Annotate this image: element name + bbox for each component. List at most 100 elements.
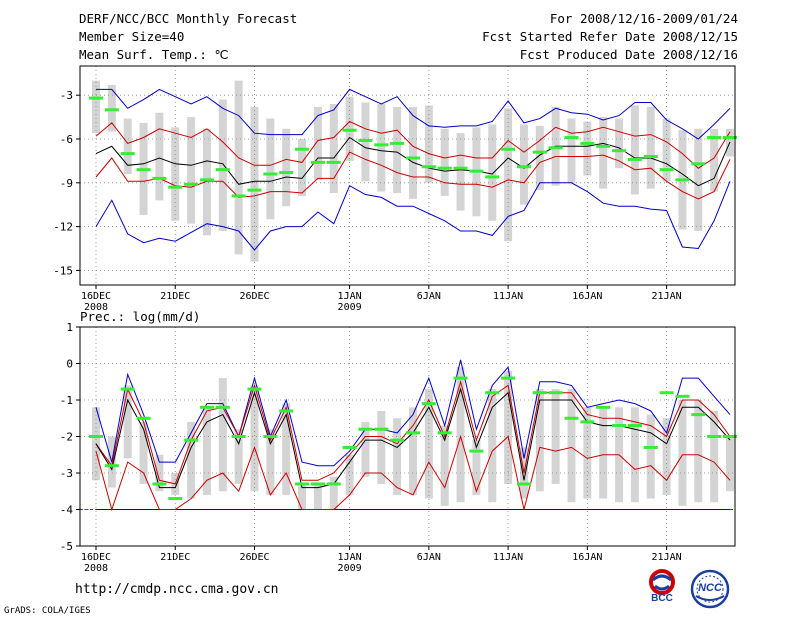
spread-bar: [472, 440, 481, 495]
spread-bar: [551, 389, 560, 484]
bcc-logo: BCC: [640, 568, 684, 606]
spread-bar: [440, 425, 449, 506]
panel-title: Prec.: log(mm/d): [80, 309, 200, 324]
spread-bar: [329, 103, 338, 194]
series-lower-line: [95, 434, 731, 512]
x-tick-sublabel: 2009: [338, 302, 362, 313]
median-marker: [199, 178, 214, 182]
spread-bar: [567, 118, 576, 183]
median-marker: [263, 172, 278, 176]
spread-bar: [409, 407, 417, 495]
spread-bar: [694, 400, 703, 503]
x-tick-label: 6JAN: [417, 552, 441, 563]
member-size: Member Size=40: [79, 29, 185, 44]
median-marker: [168, 497, 183, 501]
ncc-logo-text: NCC: [698, 582, 722, 594]
median-marker: [548, 146, 563, 150]
spread-bar: [535, 389, 544, 492]
x-tick-sublabel: 2009: [338, 563, 362, 574]
median-marker: [421, 165, 436, 169]
median-marker: [691, 413, 706, 417]
x-tick-label: 16JAN: [572, 552, 602, 563]
x-tick-sublabel: 2008: [84, 302, 108, 313]
x-tick-label: 21DEC: [160, 291, 190, 302]
median-marker: [295, 482, 310, 486]
spread-bar: [313, 483, 322, 510]
series-upper-line: [95, 379, 731, 485]
y-tick-label: -12: [53, 221, 73, 234]
median-marker: [437, 431, 452, 435]
median-marker: [532, 150, 547, 154]
spread-bar: [155, 454, 164, 492]
series-max-line: [96, 88, 731, 140]
median-marker: [120, 152, 135, 156]
median-marker: [390, 141, 405, 145]
median-marker: [659, 391, 674, 395]
spread-bar: [250, 385, 259, 492]
spread-bar: [282, 403, 291, 495]
median-marker: [374, 427, 389, 431]
spread-bar: [646, 106, 655, 189]
median-marker: [723, 136, 737, 140]
spread-bar: [234, 80, 243, 255]
x-tick-label: 6JAN: [417, 291, 441, 302]
median-marker: [707, 435, 722, 438]
spread-bar: [599, 407, 608, 499]
median-marker: [247, 387, 262, 391]
spread-bar: [662, 418, 671, 495]
spread-bar: [377, 103, 386, 192]
x-tick-label: 11JAN: [493, 291, 523, 302]
x-tick-label: 26DEC: [239, 291, 269, 302]
x-tick-label: 16JAN: [572, 291, 602, 302]
spread-bar: [377, 410, 386, 484]
median-marker: [675, 178, 690, 182]
median-marker: [406, 156, 420, 160]
median-marker: [485, 391, 500, 395]
median-marker: [310, 482, 325, 486]
y-tick-label: -2: [60, 431, 73, 444]
x-tick-label: 16DEC: [81, 552, 111, 563]
median-marker: [501, 147, 516, 151]
median-marker: [342, 445, 357, 449]
median-marker: [643, 155, 658, 159]
forecast-produced-date: Fcst Produced Date 2008/12/16: [519, 47, 738, 62]
median-marker: [643, 445, 658, 449]
x-tick-label: 11JAN: [493, 552, 523, 563]
median-marker: [247, 188, 262, 192]
median-marker: [89, 435, 103, 438]
median-marker: [580, 141, 595, 145]
median-marker: [501, 376, 516, 380]
median-marker: [136, 168, 151, 172]
spread-bar: [282, 128, 291, 207]
spread-bar: [678, 400, 687, 506]
spread-bar: [646, 414, 655, 499]
median-marker: [580, 420, 595, 424]
spread-bar: [123, 385, 132, 459]
x-tick-label: 26DEC: [239, 552, 269, 563]
spread-bar: [361, 421, 370, 477]
y-tick-label: -4: [60, 504, 74, 517]
y-tick-label: 1: [66, 321, 73, 334]
median-marker: [231, 194, 246, 198]
spread-bar: [218, 378, 227, 492]
median-marker: [516, 482, 531, 486]
median-marker: [374, 143, 389, 147]
spread-bar: [250, 106, 259, 262]
median-marker: [215, 405, 230, 409]
spread-bar: [202, 128, 211, 236]
spread-bar: [329, 476, 338, 510]
median-marker: [659, 168, 674, 172]
spread-bar: [726, 436, 734, 492]
source-url[interactable]: http://cmdp.ncc.cma.gov.cn: [75, 582, 279, 597]
median-marker: [691, 162, 706, 166]
series-lower-line: [95, 151, 731, 200]
median-marker: [152, 482, 167, 486]
grads-credit: GrADS: COLA/IGES: [4, 606, 91, 616]
spread-bar: [615, 118, 624, 169]
spread-bar: [393, 418, 402, 495]
median-marker: [723, 435, 737, 438]
y-tick-label: -15: [53, 264, 73, 277]
series-upper-line: [95, 120, 731, 169]
